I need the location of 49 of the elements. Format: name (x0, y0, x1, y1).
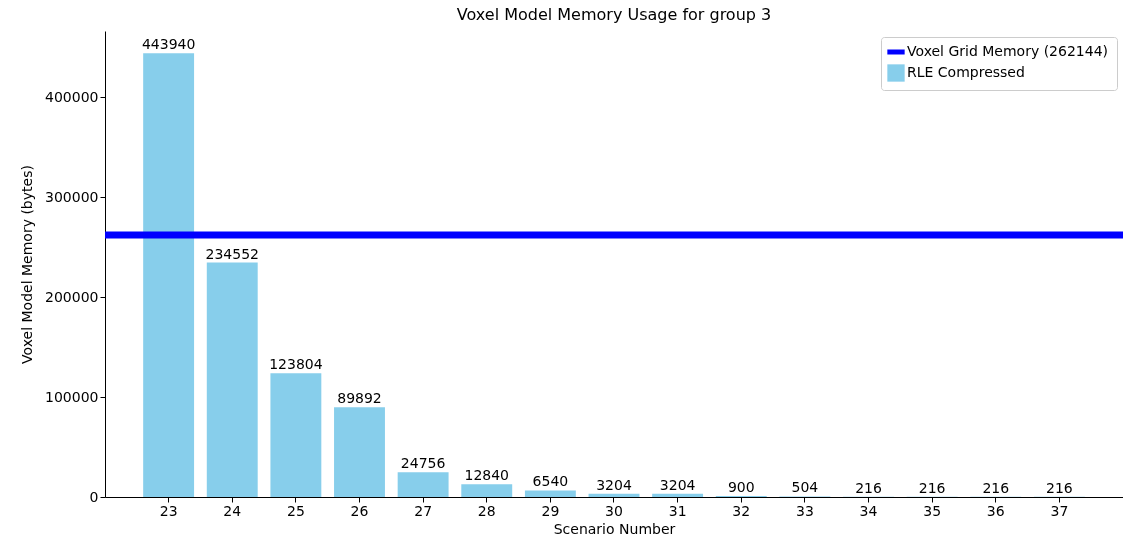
bar (143, 53, 195, 497)
data-label: 900 (727, 479, 755, 496)
x-tick-label: 23 (159, 502, 178, 519)
x-tick-label: 28 (477, 502, 496, 519)
x-tick-label: 26 (350, 502, 369, 519)
data-label: 234552 (205, 245, 259, 262)
x-tick-label: 34 (859, 502, 878, 519)
data-label: 6540 (532, 473, 569, 490)
x-tick-label: 27 (414, 502, 433, 519)
legend-label: RLE Compressed (907, 64, 1025, 80)
x-tick-label: 35 (923, 502, 942, 519)
y-tick-label: 0 (89, 488, 99, 505)
data-label: 123804 (269, 356, 323, 373)
data-label: 216 (1046, 479, 1073, 496)
y-axis-title: Voxel Model Memory (bytes) (19, 165, 36, 364)
data-label: 24756 (400, 455, 446, 472)
y-tick-label: 400000 (45, 88, 99, 105)
x-tick-label: 25 (286, 502, 305, 519)
bar (588, 493, 640, 497)
bar (206, 262, 258, 497)
data-label: 216 (982, 479, 1010, 496)
y-tick-label: 300000 (45, 188, 99, 205)
legend-label: Voxel Grid Memory (262144) (907, 43, 1109, 59)
bar (461, 484, 513, 497)
data-label: 3204 (596, 476, 632, 493)
data-label: 3204 (659, 476, 696, 493)
x-tick-label: 29 (541, 502, 560, 519)
x-tick-label: 37 (1050, 502, 1069, 519)
bar (524, 490, 576, 497)
data-label: 12840 (464, 467, 510, 484)
x-tick-label: 31 (668, 502, 687, 519)
x-tick-label: 33 (795, 502, 814, 519)
x-tick-label: 24 (223, 502, 242, 519)
x-tick-label: 32 (732, 502, 751, 519)
bar (334, 407, 385, 497)
data-label: 443940 (141, 36, 196, 53)
data-label: 216 (918, 479, 946, 496)
x-tick-label: 30 (605, 502, 623, 519)
bar (397, 472, 449, 497)
data-label: 504 (791, 479, 819, 496)
data-label: 89892 (337, 390, 382, 407)
x-tick-label: 36 (986, 502, 1005, 519)
data-label: 216 (855, 479, 882, 496)
chart-title: Voxel Model Memory Usage for group 3 (456, 5, 772, 24)
y-tick-label: 200000 (45, 288, 99, 305)
bar (270, 373, 322, 497)
bar (652, 493, 704, 497)
x-axis-title: Scenario Number (553, 520, 676, 537)
y-tick-label: 100000 (45, 388, 99, 405)
